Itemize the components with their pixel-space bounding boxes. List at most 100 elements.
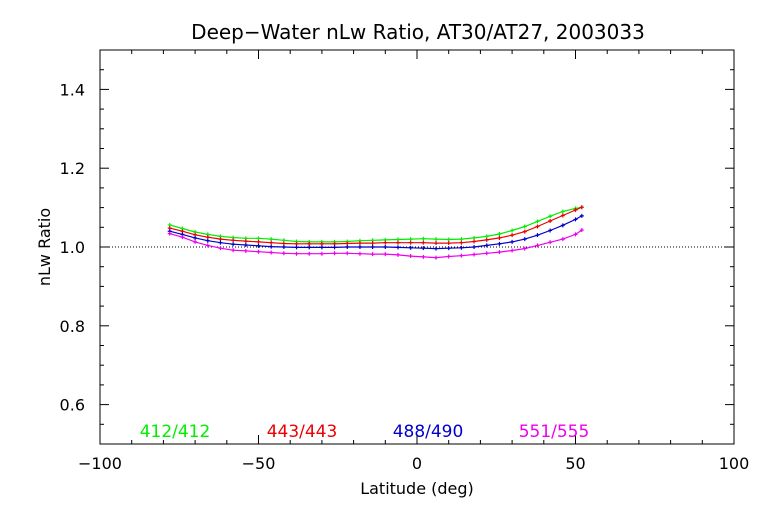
series-point: [332, 251, 337, 256]
series-point: [421, 246, 426, 251]
series-point: [319, 241, 324, 246]
series-point: [459, 245, 464, 250]
y-tick-label: 0.6: [60, 396, 85, 415]
series-point: [243, 239, 248, 244]
series-point: [408, 245, 413, 250]
series-point: [180, 235, 185, 240]
series-point: [446, 246, 451, 251]
series-point: [421, 236, 426, 241]
series-point: [193, 239, 198, 244]
series-point: [357, 245, 362, 249]
series-point: [408, 237, 413, 242]
series-point: [446, 254, 451, 259]
x-axis-label: Latitude (deg): [360, 479, 474, 498]
series-point: [484, 234, 489, 239]
x-tick-label: −100: [78, 454, 122, 473]
series-point: [370, 252, 375, 257]
series-point: [548, 228, 553, 233]
series-point: [408, 240, 413, 245]
y-tick-label: 0.8: [60, 317, 85, 336]
series-point: [535, 224, 540, 229]
series-point: [269, 250, 274, 255]
series-point: [484, 243, 489, 248]
series-point: [573, 207, 578, 212]
series-line-1: [169, 206, 582, 243]
series-point: [472, 252, 477, 257]
series-line-3: [169, 215, 583, 250]
series-point: [522, 246, 527, 251]
series-point: [434, 255, 439, 260]
series-point: [269, 237, 274, 242]
series-point: [205, 243, 210, 248]
series-point: [256, 236, 261, 241]
series-point: [205, 238, 210, 243]
series-point: [522, 224, 527, 229]
series-point: [370, 241, 375, 246]
series-point: [497, 231, 502, 236]
y-tick-label: 1.4: [60, 80, 85, 99]
x-tick-label: 100: [719, 454, 750, 473]
legend-label: 488/490: [393, 422, 464, 442]
series-point: [269, 244, 274, 249]
series-point: [395, 240, 400, 245]
series-point: [383, 240, 388, 245]
series-point: [579, 213, 584, 218]
series-point: [307, 251, 312, 256]
series-point: [510, 233, 515, 238]
series-point: [383, 252, 388, 257]
series-point: [548, 240, 553, 245]
series-point: [535, 219, 540, 224]
series-point: [522, 229, 527, 234]
series-point: [497, 235, 502, 240]
series-point: [560, 223, 565, 228]
series-point: [231, 238, 236, 243]
series-point: [472, 235, 477, 240]
legend-label: 443/443: [267, 422, 338, 442]
y-tick-label: 1.0: [60, 238, 85, 257]
series-point: [497, 250, 502, 255]
x-tick-label: −50: [242, 454, 276, 473]
series-point: [383, 245, 388, 249]
series-point: [218, 240, 223, 245]
legend-label: 412/412: [140, 422, 211, 442]
series-point: [256, 243, 261, 248]
series-point: [472, 245, 477, 249]
series-point: [231, 248, 236, 253]
series-point: [472, 239, 477, 244]
series-point: [294, 251, 299, 256]
series-point: [434, 237, 439, 242]
series-point: [256, 249, 261, 254]
chart-title: Deep−Water nLw Ratio, AT30/AT27, 2003033: [191, 20, 645, 44]
series-point: [573, 232, 578, 237]
series-point: [294, 245, 299, 250]
series-point: [510, 248, 515, 253]
series-point: [294, 241, 299, 246]
series-point: [459, 237, 464, 242]
x-tick-label: 50: [565, 454, 585, 473]
series-point: [459, 240, 464, 245]
y-tick-label: 1.2: [60, 159, 85, 178]
x-tick-label: 0: [412, 454, 422, 473]
series-point: [218, 246, 223, 251]
series-point: [446, 241, 451, 246]
series-point: [548, 218, 553, 223]
legend-label: 551/555: [519, 422, 590, 442]
series-point: [560, 237, 565, 242]
series-point: [269, 240, 274, 245]
series-point: [434, 241, 439, 246]
series-point: [167, 231, 172, 236]
series-point: [484, 251, 489, 256]
series-point: [573, 217, 578, 222]
series-point: [319, 245, 324, 250]
series-point: [231, 242, 236, 247]
series-point: [243, 248, 248, 253]
series-point: [345, 245, 350, 249]
series-point: [535, 233, 540, 238]
series-point: [281, 245, 286, 249]
series-point: [522, 237, 527, 242]
series-point: [370, 245, 375, 249]
series-point: [484, 237, 489, 242]
series-point: [281, 251, 286, 256]
series-point: [332, 241, 337, 246]
